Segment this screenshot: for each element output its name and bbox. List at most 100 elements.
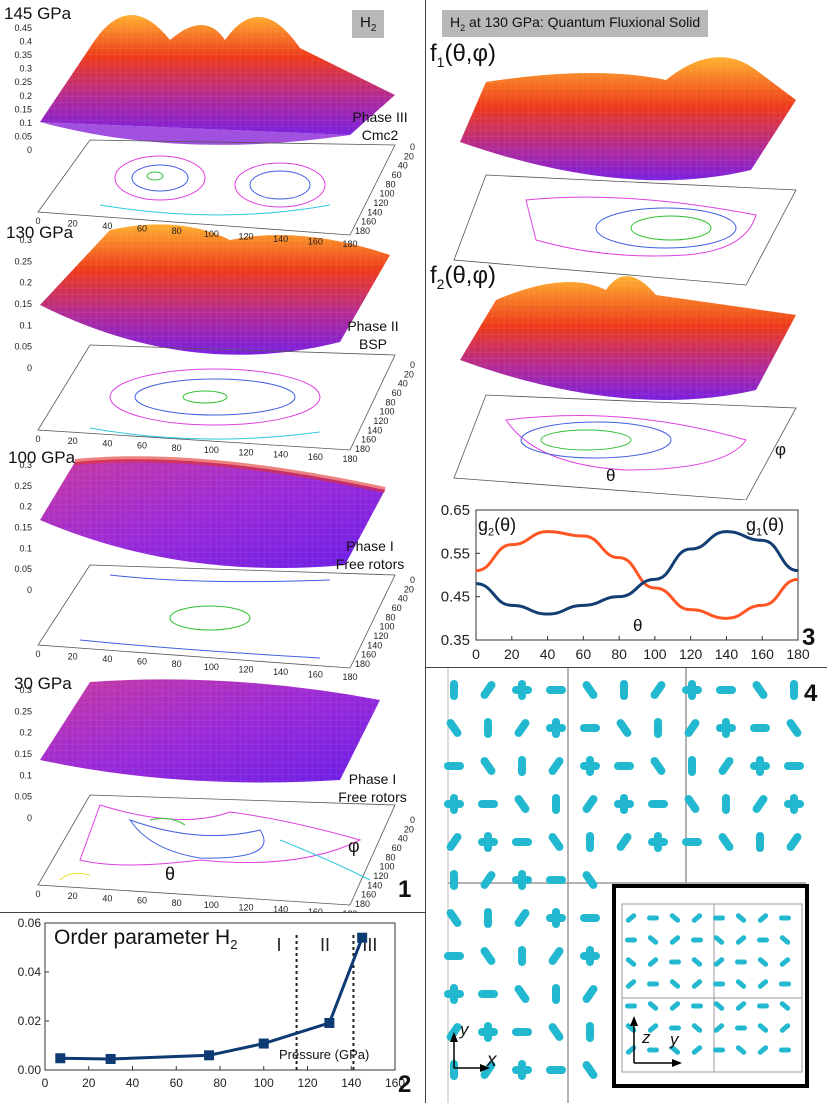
h2-molecule	[786, 719, 802, 737]
x-tick-label: 140	[715, 646, 739, 662]
h2-molecule	[480, 871, 496, 889]
h2-molecule	[790, 680, 798, 700]
phase-label-100: Phase I Free rotors	[325, 537, 415, 573]
theta-tick-label: 160	[308, 669, 323, 679]
h2-molecule	[548, 1023, 564, 1041]
inset-molecule	[691, 1045, 703, 1055]
inset-molecule	[625, 937, 637, 943]
order-parameter-point	[258, 1038, 269, 1049]
phi-tick-label: 20	[404, 151, 414, 161]
panel-4-molecules	[444, 668, 809, 1103]
z-tick-label: 0.15	[14, 104, 32, 114]
z-tick-label: 0.3	[19, 685, 32, 695]
molecule-body	[716, 724, 736, 732]
phase-region-label: II	[320, 935, 330, 955]
x-tick-label: 160	[385, 1076, 405, 1090]
divider-panel-1-2	[0, 912, 425, 913]
inset-molecule	[757, 913, 769, 923]
molecule-body	[784, 762, 804, 770]
x-tick-label: 100	[254, 1076, 274, 1090]
phi-tick-label: 20	[404, 824, 414, 834]
row-30-surface	[40, 679, 380, 783]
f1-contour-plane	[453, 174, 797, 286]
inset-molecule	[647, 935, 659, 945]
molecule-body	[614, 800, 634, 808]
panel-1-surfaces: 0.450.40.350.30.250.20.150.10.0500.30.25…	[14, 15, 415, 912]
h2-molecule	[512, 680, 532, 700]
theta-tick-label: 140	[273, 905, 288, 912]
molecule-body	[450, 1060, 458, 1080]
title-prefix: H	[450, 14, 461, 30]
g2-letter: g	[478, 515, 489, 535]
z-tick-label: 0.25	[14, 481, 32, 491]
h2-molecule	[648, 832, 668, 852]
z-tick-label: 0.2	[19, 278, 32, 288]
inset-cell	[621, 903, 803, 1073]
molecule-body	[446, 909, 462, 927]
phi-tick-label: 100	[379, 862, 394, 872]
h2-molecule	[684, 795, 700, 813]
phi-tick-label: 80	[386, 179, 396, 189]
h2-molecule	[614, 794, 634, 814]
inset-molecule	[669, 1045, 681, 1055]
theta-tick-label: 180	[342, 454, 357, 464]
g-series-line-g1	[475, 530, 799, 616]
phi-tick-label: 40	[398, 161, 408, 171]
molecule-body	[444, 952, 464, 960]
phase-name: Phase I	[346, 538, 394, 554]
f1-surface	[460, 57, 796, 181]
inset-axis-y-label: y	[670, 1030, 679, 1049]
molecule-body	[518, 756, 526, 776]
y-tick-label: 0.55	[441, 545, 470, 562]
h2-molecule	[750, 756, 770, 776]
inset-molecule	[691, 1023, 703, 1033]
vertical-divider	[425, 0, 426, 1103]
molecule-body	[586, 1022, 594, 1042]
figure-number-3: 3	[802, 624, 816, 651]
phi-tick-label: 180	[355, 226, 370, 236]
h2-molecule	[616, 719, 632, 737]
h2-molecule	[444, 984, 464, 1004]
molecule-body	[756, 832, 764, 852]
g2-args: (θ)	[494, 515, 517, 535]
g-chart-frame	[475, 509, 799, 641]
h2-molecule	[478, 800, 498, 808]
theta-tick-label: 60	[137, 224, 147, 234]
inset-molecule	[647, 1023, 659, 1033]
h2-molecule	[444, 762, 464, 770]
inset-molecule	[735, 1025, 747, 1031]
order-parameter-point	[55, 1053, 66, 1064]
h2-molecule	[446, 719, 462, 737]
molecule-body	[790, 680, 798, 700]
theta-tick-label: 100	[204, 445, 219, 455]
h2-molecule	[786, 833, 802, 851]
inset-molecule	[713, 957, 725, 967]
theta-tick-label: 60	[137, 896, 147, 906]
phase-structure: Free rotors	[338, 789, 407, 805]
theta-tick-label: 100	[204, 229, 219, 239]
h2-molecule	[514, 719, 530, 737]
order-parameter-point	[105, 1053, 116, 1064]
h2-molecule	[514, 795, 530, 813]
inset-molecule	[691, 937, 703, 943]
molecule-body	[620, 680, 628, 700]
theta-tick-label: 60	[137, 441, 147, 451]
phase-label-30: Phase I Free rotors	[325, 770, 420, 806]
h2-molecule	[480, 681, 496, 699]
h2-molecule	[616, 833, 632, 851]
inset-molecule	[735, 1045, 747, 1055]
y-tick-label: 0.45	[441, 589, 470, 606]
molecule-body	[548, 947, 564, 965]
molecule-body	[444, 990, 464, 998]
molecule-body	[450, 870, 458, 890]
theta-tick-label: 120	[238, 447, 253, 457]
x-tick-label: 160	[751, 646, 775, 662]
inset-molecule	[735, 959, 747, 965]
h2-molecule	[756, 832, 764, 852]
molecule-body	[548, 1023, 564, 1041]
molecule-body	[514, 909, 530, 927]
theta-tick-label: 160	[308, 452, 323, 462]
molecule-body	[444, 800, 464, 808]
molecule-body	[480, 1061, 496, 1079]
inset-molecule	[669, 959, 681, 965]
